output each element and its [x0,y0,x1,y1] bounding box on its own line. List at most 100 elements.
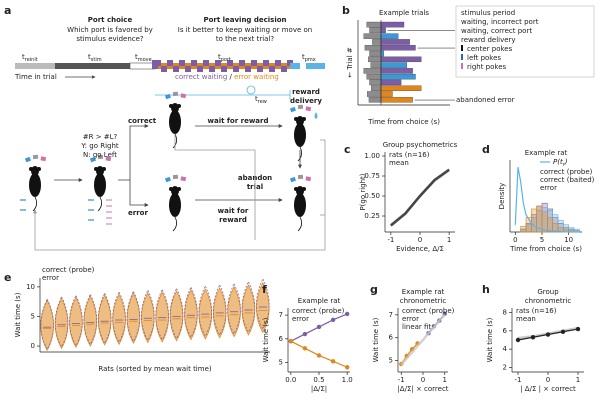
mouse-tail [172,133,177,149]
wait-bar [380,62,408,68]
legend-text: rats (n=16) [516,307,557,315]
wait-bar [380,85,422,91]
mouse-ear [177,104,181,108]
violin [40,299,54,352]
port [180,93,187,99]
label: wait for [218,207,249,215]
y-axis-label: Wait time (s) [372,317,380,362]
mouse-head [31,166,39,176]
mouse-tail [297,216,302,232]
legend-text: stimulus period [461,9,515,17]
curve [514,167,580,233]
port [289,106,296,113]
legend-text: waiting, correct port [461,27,532,35]
timeline-segment [290,63,325,69]
legend-text: P(tr) [553,158,568,168]
chart-title: Group psychometrics [383,141,458,149]
subheading: stimulus evidence? [76,35,144,43]
port [305,176,312,182]
wait-bar [380,79,402,86]
wait-bar [380,91,393,97]
stim-bar [363,33,382,39]
stim-bar [367,91,382,97]
mouse-body [294,123,306,147]
y-tick-label: 5 [31,312,35,320]
legend-text: correct (probe) [292,307,345,315]
violin [126,290,141,343]
panel-label: c [344,143,351,156]
legend-text-part: r [563,162,566,168]
stim-bar [368,56,382,63]
violin [141,289,155,341]
port [180,176,187,182]
mouse-head [171,186,179,196]
legend-text: linear fit [402,323,431,331]
point [302,346,308,351]
label: error [128,209,148,217]
wait-bar [380,50,385,57]
legend-text: correct (baited) [540,176,595,184]
violin [54,295,69,348]
legend-text: correct (probe) [402,307,455,315]
arrow [33,139,326,251]
violin [83,293,98,346]
chart-title: chronometric [525,297,572,305]
wait-bar [380,97,413,103]
chart-title: chronometric [400,297,447,305]
violin [69,294,83,347]
y-axis-label: Wait time (s) [486,317,494,362]
mouse-ear [169,187,173,191]
x-tick-label: 5 [540,236,544,244]
chart-title: Group [537,288,559,296]
y-tick-label: 1.00 [364,152,380,160]
violin [155,291,169,343]
port [297,104,304,110]
violin [97,292,112,344]
mouse-tail [32,196,37,212]
stim-bar [366,73,382,80]
x-axis-label: Evidence, Δ/Σ [396,245,444,253]
mouse-ear [37,167,41,171]
legend-text: left pokes [467,54,501,62]
rule: Y: go Right [80,142,119,150]
legend-swatch [461,63,463,69]
legend-text: rats (n=16) [389,151,430,159]
timeline-segment [15,63,55,69]
violin [169,287,184,340]
point [302,331,308,337]
stim-bar [372,39,382,45]
point [288,338,294,344]
label: correct [128,117,157,125]
violin [97,294,112,346]
mouse-ear [294,187,298,191]
mouse-ear [169,104,173,108]
y-tick-label: 5 [279,359,283,367]
mouse-ear [94,167,98,171]
mouse-tail [297,146,302,162]
mouse-head [296,116,304,126]
x-tick-label: 10 [564,236,573,244]
port [172,174,179,180]
violin [112,293,126,346]
mouse-tail [172,216,177,232]
mouse-body [94,173,106,197]
violin [69,296,83,349]
stim-bar [366,21,382,28]
stim-bar [369,50,382,57]
x-axis-label: Time from choice (s) [509,245,582,253]
panel-label: h [482,283,490,296]
panel-a: a Port choice Which port is favored by s… [4,4,326,251]
subheading: Which port is favored by [67,26,153,34]
timeline-segment [55,63,130,69]
point [316,353,322,358]
legend-text: error [540,184,557,192]
stim-bar [370,62,382,68]
rule: #R > #L? [83,133,118,141]
subheading: Is it better to keep waiting or move on [178,26,312,34]
violin [256,281,270,334]
legend-text: error [42,274,59,282]
legend-text: mean [516,315,536,323]
y-tick-label: 6 [389,334,394,342]
x-tick-label: 0.0 [285,376,296,384]
